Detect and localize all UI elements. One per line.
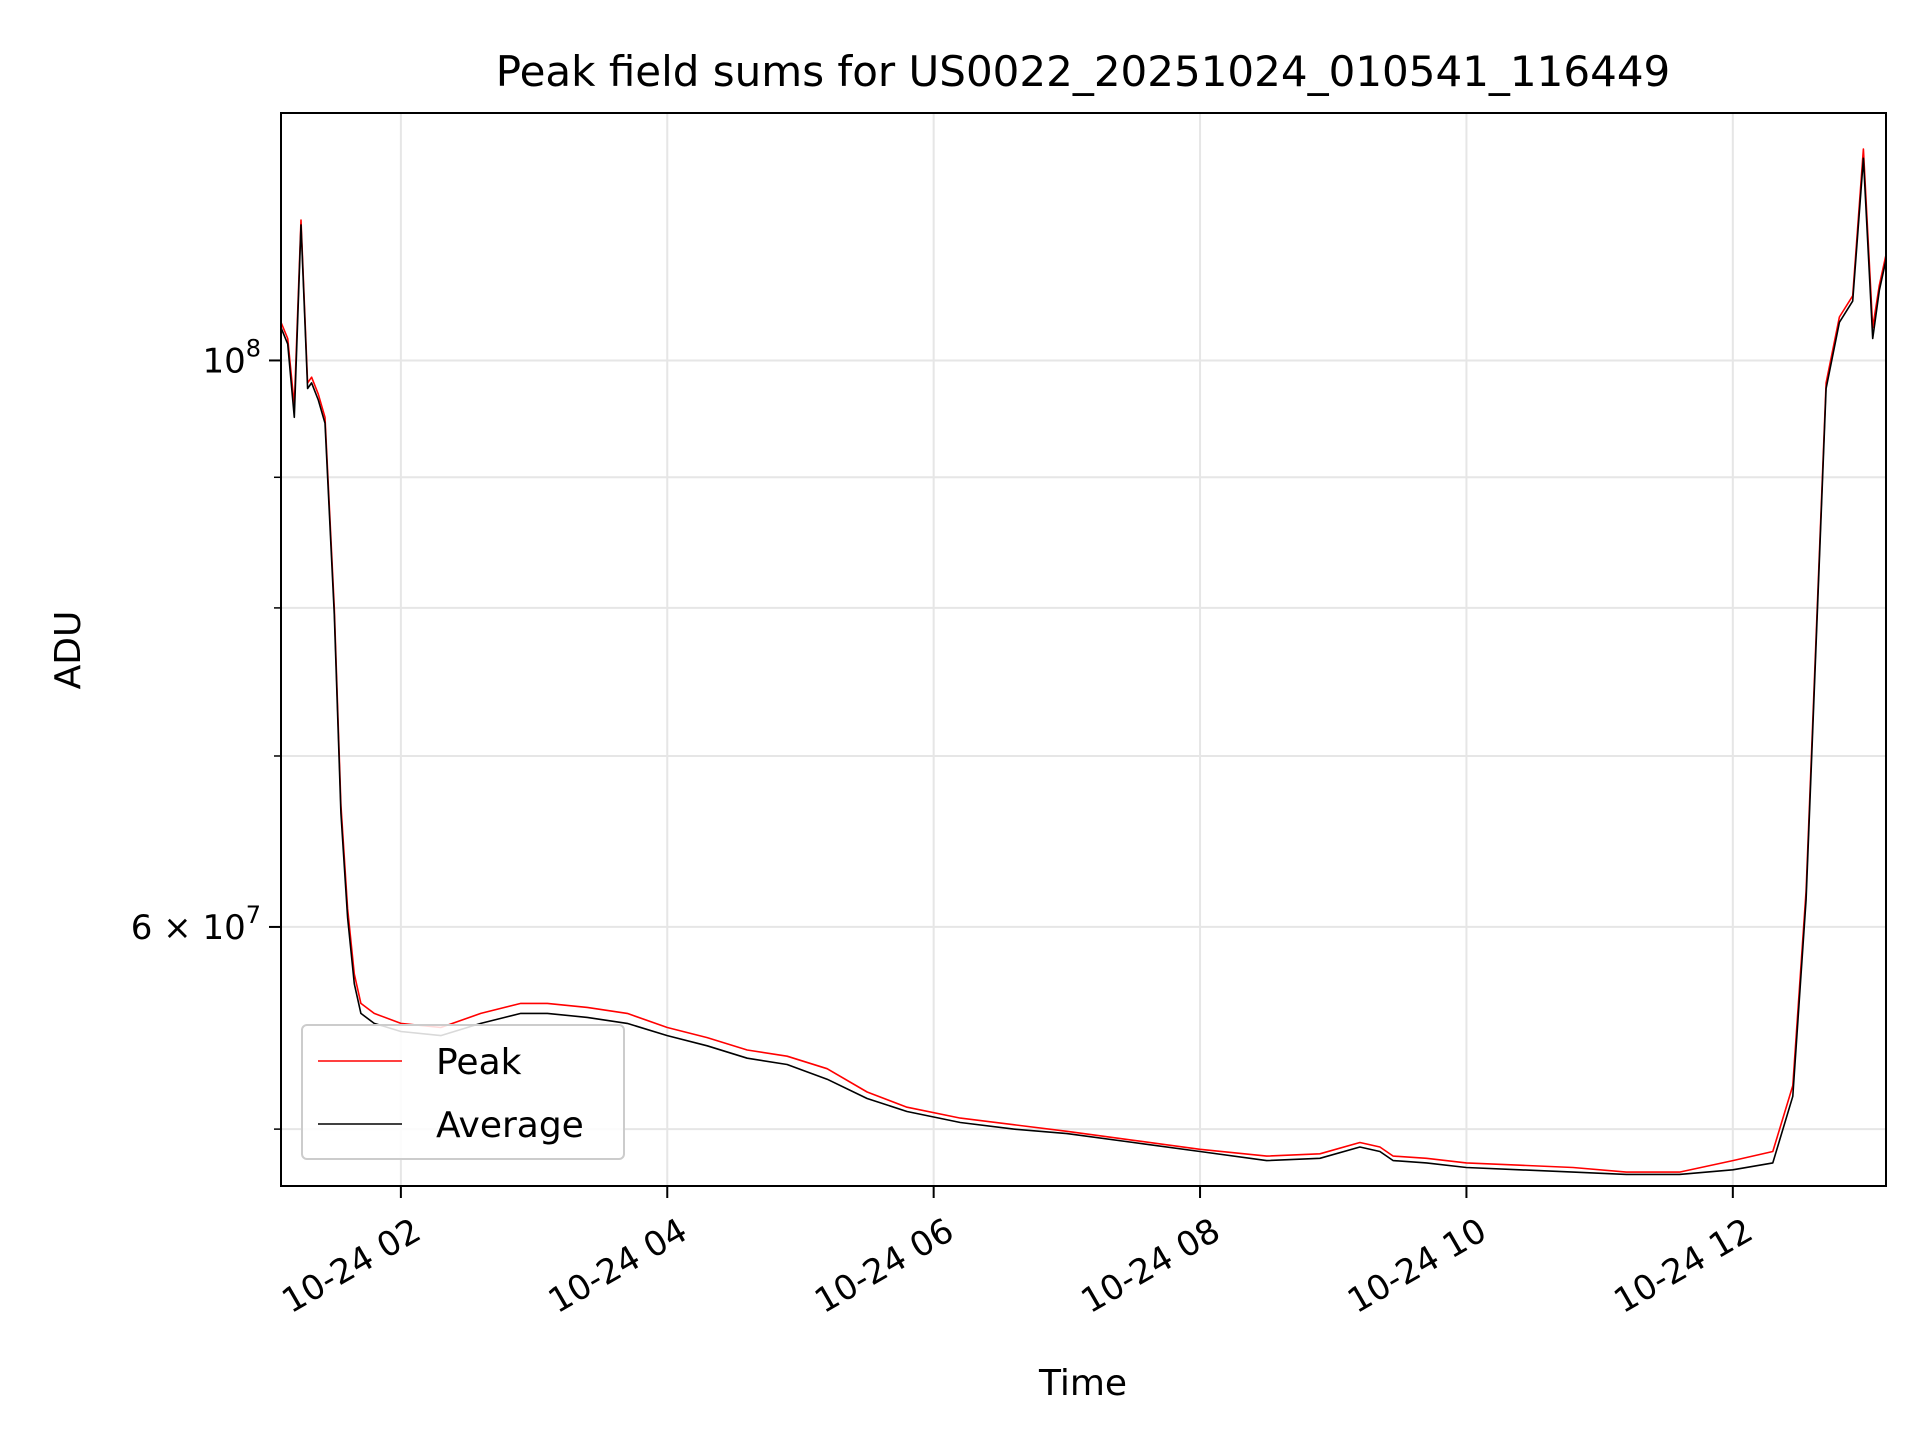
figure-background <box>0 0 1920 1440</box>
legend: Peak Average <box>302 1025 624 1159</box>
chart: Peak field sums for US0022_20251024_0105… <box>0 0 1920 1440</box>
chart-title: Peak field sums for US0022_20251024_0105… <box>496 47 1671 96</box>
y-axis-label: ADU <box>48 611 89 690</box>
y-tick-label: 6 × 107 <box>131 901 261 948</box>
legend-average-label: Average <box>436 1105 584 1146</box>
x-axis-label: Time <box>1038 1363 1127 1404</box>
legend-peak-label: Peak <box>436 1042 522 1083</box>
